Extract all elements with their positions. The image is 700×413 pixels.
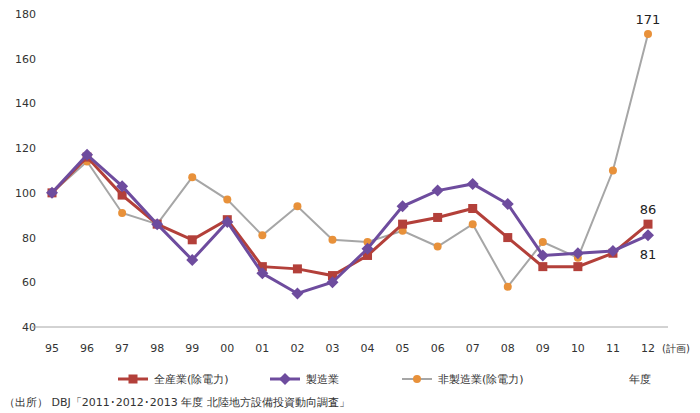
point [503, 233, 512, 242]
point [468, 204, 477, 213]
point [467, 178, 479, 190]
legend-marker [129, 375, 138, 384]
point [609, 167, 617, 175]
y-tick-label: 140 [15, 97, 36, 110]
legend-label: 製造業 [306, 373, 339, 386]
point [607, 245, 619, 257]
point [293, 202, 301, 210]
legend-item: 製造業 [270, 373, 339, 386]
x-tick-label: 10 [571, 342, 585, 355]
chart: 4060801001201401601809596979899000102030… [0, 0, 700, 413]
annotation: 81 [640, 247, 657, 262]
point [504, 283, 512, 291]
point [572, 247, 584, 259]
y-tick-label: 80 [22, 232, 36, 245]
legend-marker [279, 373, 291, 385]
x-tick-label: 04 [361, 342, 375, 355]
point [644, 30, 652, 38]
series-line [52, 155, 648, 294]
x-note: (計画) [662, 343, 690, 354]
series-line [52, 34, 648, 287]
x-tick-label: 03 [325, 342, 339, 355]
x-axis [32, 327, 668, 328]
y-tick-label: 160 [15, 53, 36, 66]
y-tick-label: 180 [15, 8, 36, 21]
y-tick-label: 120 [15, 142, 36, 155]
point [326, 276, 338, 288]
point [221, 216, 233, 228]
point [293, 264, 302, 273]
point [539, 238, 547, 246]
point [81, 149, 93, 161]
point [256, 267, 268, 279]
legend-item: 全産業(除電力) [118, 373, 229, 386]
annotation: 171 [636, 12, 661, 27]
x-tick-label: 95 [45, 342, 59, 355]
annotation: 86 [640, 202, 657, 217]
series-line [52, 157, 648, 275]
point [362, 243, 374, 255]
x-tick-label: 00 [220, 342, 234, 355]
source: （出所） DBJ「2011･2012･2013 年度 北陸地方設備投資動向調査」 [4, 396, 350, 409]
y-tick-label: 100 [15, 187, 36, 200]
point [537, 249, 549, 261]
point [469, 220, 477, 228]
point [644, 220, 653, 229]
x-tick-label: 96 [80, 342, 94, 355]
point [573, 262, 582, 271]
x-tick-label: 02 [290, 342, 304, 355]
point [642, 229, 654, 241]
y-tick-label: 60 [22, 276, 36, 289]
point [328, 236, 336, 244]
point [188, 173, 196, 181]
x-axis-label: 年度 [629, 373, 651, 386]
point [151, 218, 163, 230]
x-tick-label: 09 [536, 342, 550, 355]
x-tick-label: 06 [431, 342, 445, 355]
point [291, 287, 303, 299]
x-tick-label: 08 [501, 342, 515, 355]
point [434, 243, 442, 251]
point [188, 235, 197, 244]
x-tick-label: 12 [641, 342, 655, 355]
legend-marker [413, 375, 421, 383]
point [118, 209, 126, 217]
point [223, 196, 231, 204]
legend-label: 全産業(除電力) [154, 373, 229, 386]
x-tick-label: 07 [466, 342, 480, 355]
x-tick-label: 97 [115, 342, 129, 355]
point [432, 185, 444, 197]
plot-area [46, 30, 654, 299]
point [116, 180, 128, 192]
point [502, 198, 514, 210]
point [433, 213, 442, 222]
x-tick-label: 05 [396, 342, 410, 355]
point [46, 187, 58, 199]
legend-item: 非製造業(除電力) [402, 373, 524, 386]
point [186, 254, 198, 266]
point [398, 220, 407, 229]
legend-label: 非製造業(除電力) [438, 373, 524, 386]
point [258, 231, 266, 239]
x-tick-label: 11 [606, 342, 620, 355]
point [538, 262, 547, 271]
point [397, 200, 409, 212]
x-tick-label: 98 [150, 342, 164, 355]
x-tick-label: 01 [255, 342, 269, 355]
x-tick-label: 99 [185, 342, 199, 355]
